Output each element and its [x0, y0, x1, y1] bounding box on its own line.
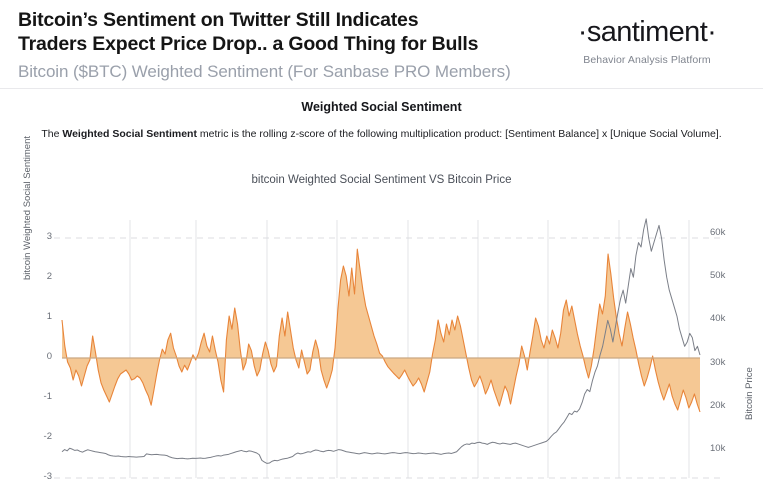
y-tick-right: 10k	[710, 443, 726, 454]
y-tick-left: 0	[46, 351, 52, 362]
y-tick-left: 2	[46, 271, 52, 282]
y-tick-right: 60k	[710, 227, 726, 238]
y-tick-left: -2	[43, 431, 52, 442]
y-axis-left-ticks: 3 2 1 0 -1 -2 -3	[0, 0, 62, 485]
panel-description: The Weighted Social Sentiment metric is …	[8, 127, 755, 141]
y-axis-right-ticks: 60k 50k 40k 30k 20k 10k	[700, 0, 740, 485]
chart-svg	[54, 218, 720, 479]
y-axis-right-title: Bitcoin Price	[744, 367, 755, 420]
y-tick-right: 30k	[710, 356, 726, 368]
y-tick-right: 20k	[710, 399, 726, 411]
brand-wordmark: ·santiment·	[577, 16, 717, 48]
header-divider	[0, 88, 763, 89]
headline-line-2: Traders Expect Price Drop.. a Good Thing…	[18, 33, 479, 55]
headline-line-1: Bitcoin’s Sentiment on Twitter Still Ind…	[18, 9, 419, 31]
y-tick-left: -1	[43, 391, 52, 402]
panel-title: Weighted Social Sentiment	[301, 100, 462, 114]
y-tick-left: 3	[46, 231, 52, 242]
desc-suffix: metric is the rolling z-score of the fol…	[196, 128, 722, 140]
y-tick-left: 1	[46, 311, 52, 322]
chart-plot-area	[0, 205, 763, 485]
desc-prefix: The	[41, 128, 63, 140]
y-tick-left: -3	[43, 471, 52, 482]
chart-title: bitcoin Weighted Social Sentiment VS Bit…	[251, 174, 512, 186]
article-header: Bitcoin’s Sentiment on Twitter Still Ind…	[0, 0, 763, 88]
headline: Bitcoin’s Sentiment on Twitter Still Ind…	[18, 8, 558, 56]
desc-bold: Weighted Social Sentiment	[62, 128, 197, 140]
brand-tagline: Behavior Analysis Platform	[583, 54, 711, 66]
subheadline: Bitcoin ($BTC) Weighted Sentiment (For S…	[18, 62, 511, 81]
y-tick-right: 40k	[710, 313, 726, 325]
santiment-logo: ·santiment· Behavior Analysis Platform	[547, 16, 747, 66]
y-tick-right: 50k	[710, 270, 726, 282]
